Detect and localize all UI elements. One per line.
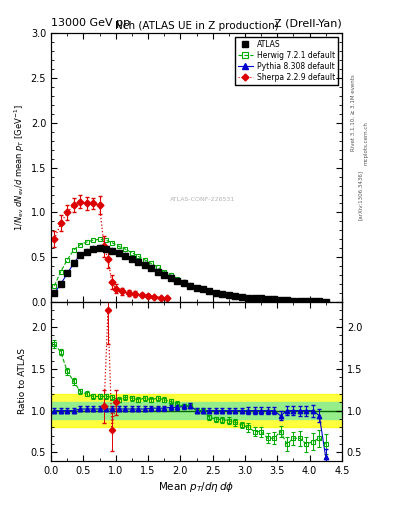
Title: Nch (ATLAS UE in Z production): Nch (ATLAS UE in Z production)	[115, 21, 278, 31]
Text: mcplots.cern.ch: mcplots.cern.ch	[364, 121, 369, 165]
Text: Rivet 3.1.10, ≥ 3.1M events: Rivet 3.1.10, ≥ 3.1M events	[351, 74, 356, 151]
Bar	[51, 394, 342, 428]
Text: [arXiv:1306.3436]: [arXiv:1306.3436]	[358, 169, 363, 220]
Y-axis label: Ratio to ATLAS: Ratio to ATLAS	[18, 348, 27, 414]
Text: ATLAS-CONF-226531: ATLAS-CONF-226531	[170, 198, 235, 202]
X-axis label: Mean $p_T/d\eta\,d\phi$: Mean $p_T/d\eta\,d\phi$	[158, 480, 235, 494]
Bar	[51, 402, 342, 419]
Y-axis label: $1/N_\mathrm{ev}\ dN_\mathrm{ev}/d$ mean $p_T\ [\mathrm{GeV}^{-1}]$: $1/N_\mathrm{ev}\ dN_\mathrm{ev}/d$ mean…	[12, 104, 27, 231]
Text: Z (Drell-Yan): Z (Drell-Yan)	[274, 18, 342, 28]
Text: 13000 GeV pp: 13000 GeV pp	[51, 18, 130, 28]
Legend: ATLAS, Herwig 7.2.1 default, Pythia 8.308 default, Sherpa 2.2.9 default: ATLAS, Herwig 7.2.1 default, Pythia 8.30…	[235, 37, 338, 85]
